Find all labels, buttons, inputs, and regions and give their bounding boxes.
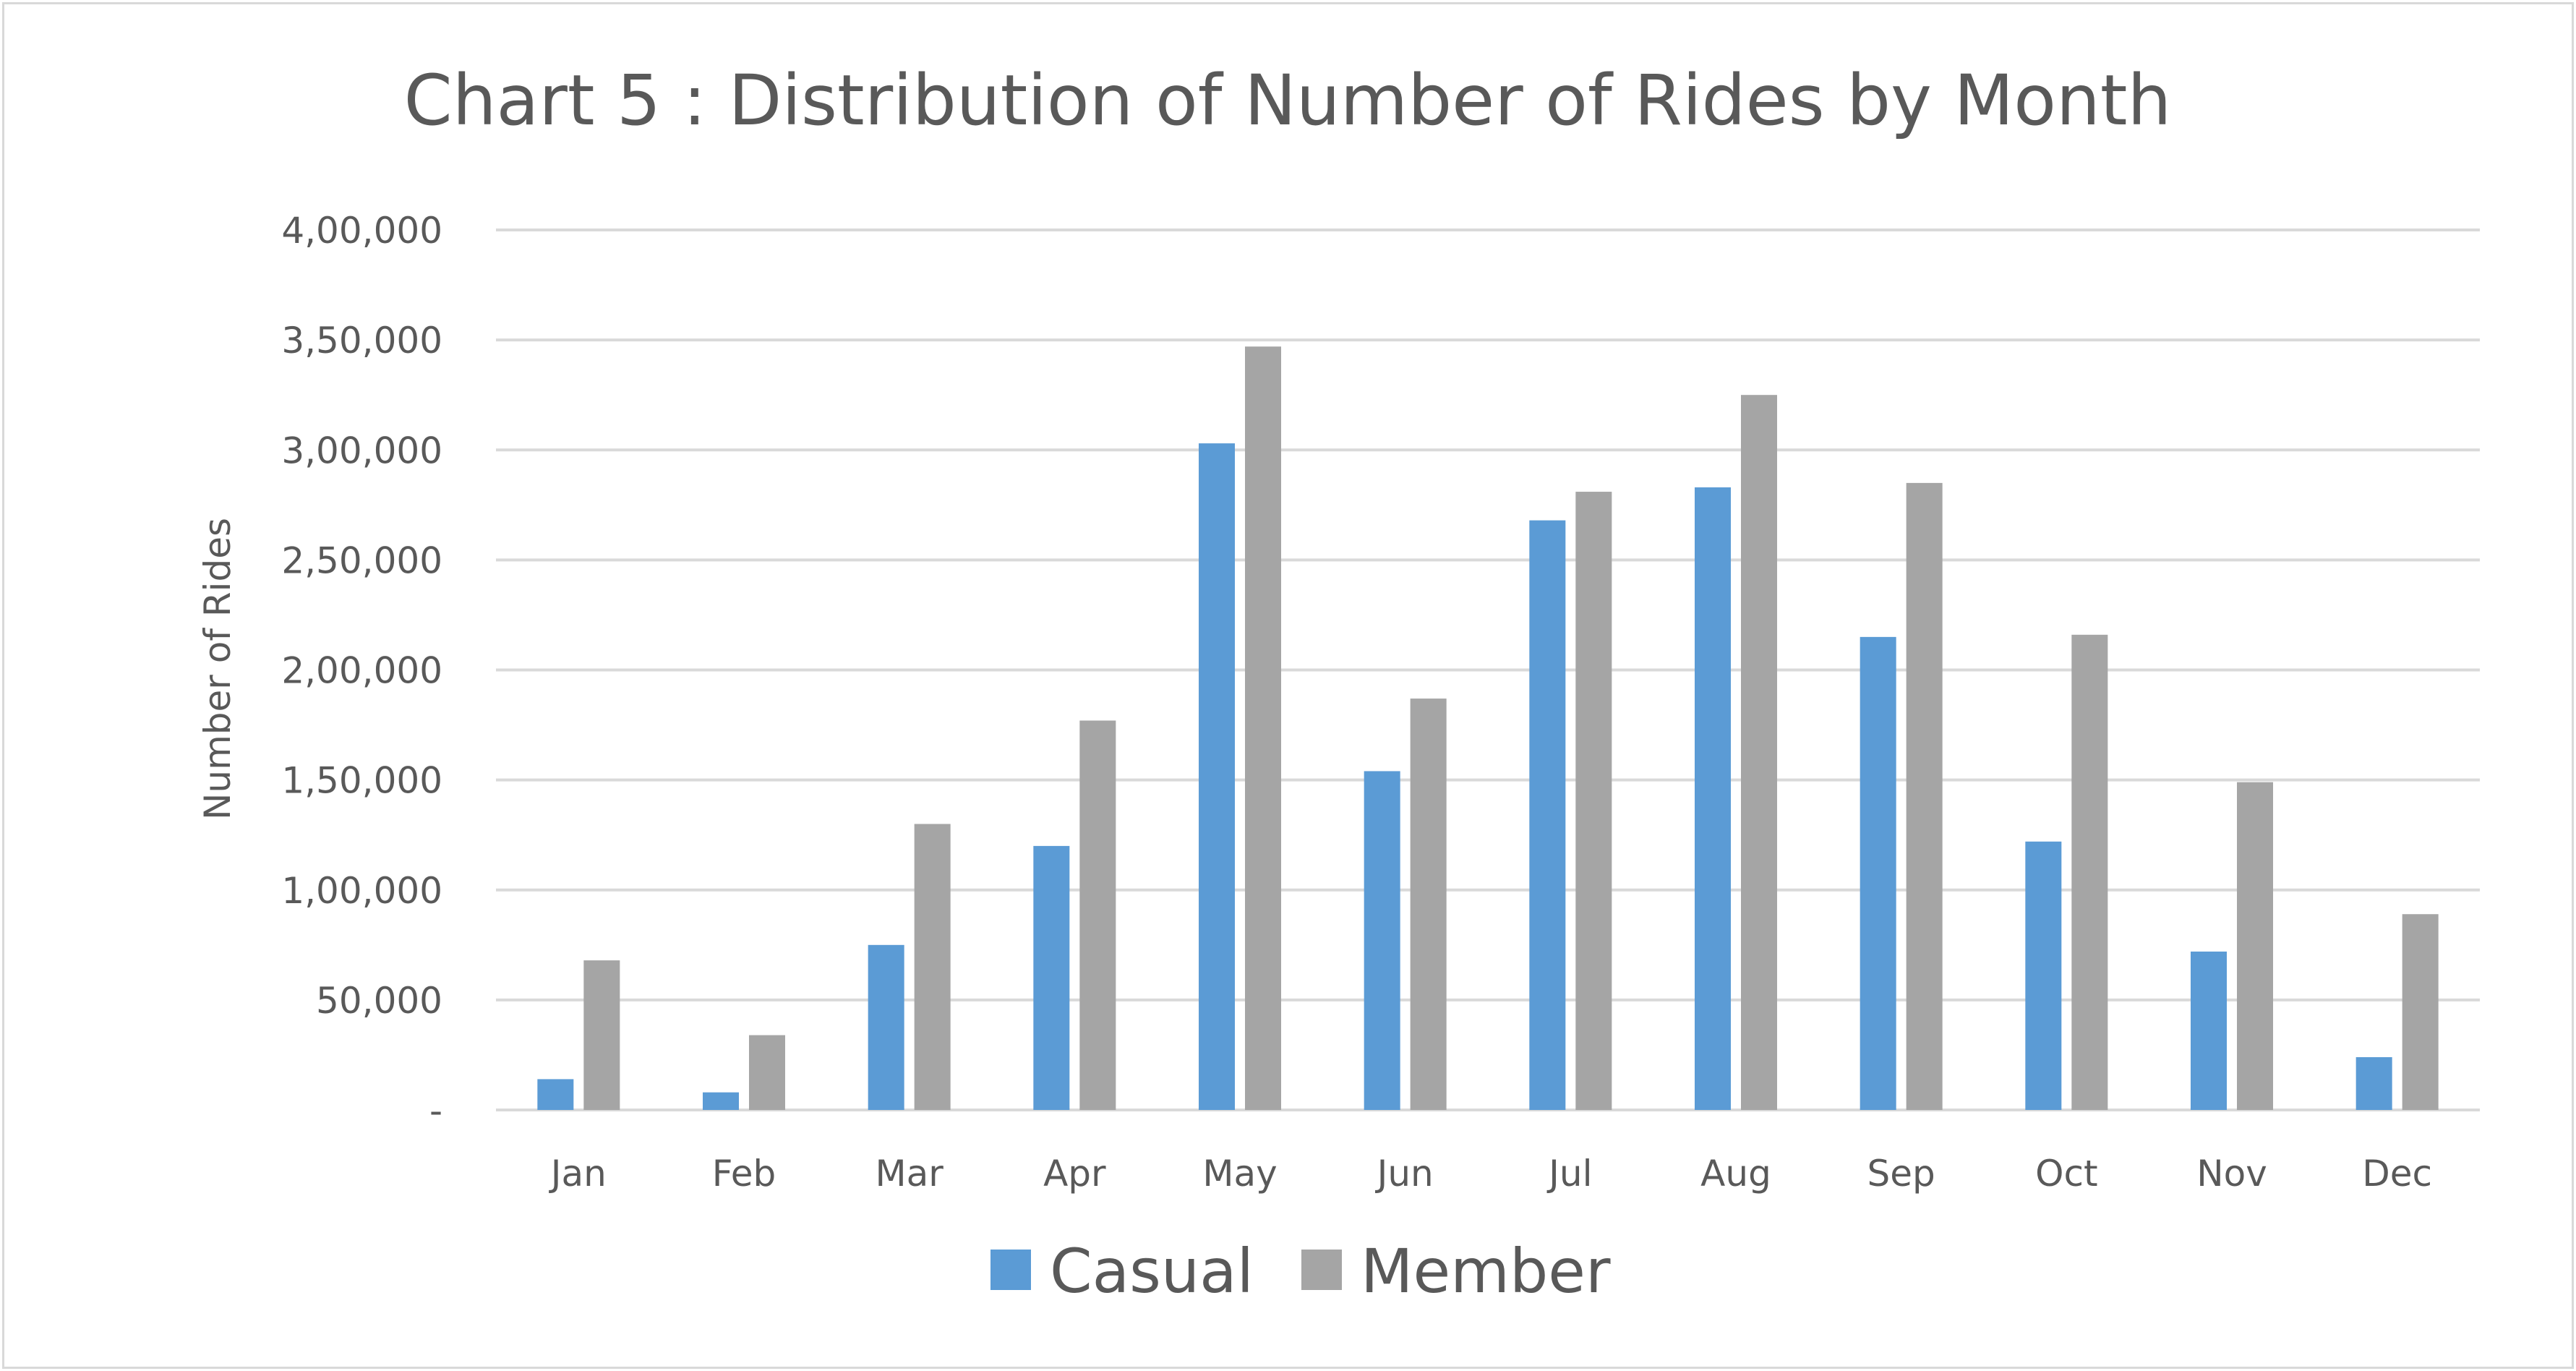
legend-swatch-member — [1301, 1250, 1342, 1290]
y-tick-label: 2,00,000 — [281, 650, 442, 692]
bar-casual-feb — [703, 1092, 739, 1110]
x-tick-label: May — [1202, 1153, 1277, 1195]
bar-casual-aug — [1695, 487, 1731, 1110]
bar-casual-dec — [2355, 1056, 2392, 1110]
bar-member-oct — [2071, 634, 2108, 1110]
y-tick-label: 3,50,000 — [281, 320, 442, 362]
bar-casual-may — [1199, 443, 1235, 1110]
y-tick-label: 50,000 — [316, 980, 442, 1022]
bar-member-feb — [749, 1035, 785, 1110]
legend-label-member: Member — [1361, 1236, 1611, 1307]
legend: Casual Member — [990, 1236, 1611, 1307]
x-tick-label: Dec — [2362, 1153, 2432, 1195]
x-tick-label: Jan — [549, 1153, 607, 1195]
bar-member-jul — [1575, 492, 1612, 1110]
legend-swatch-casual — [990, 1250, 1031, 1290]
y-tick-label: - — [429, 1090, 442, 1132]
y-tick-labels: - 50,000 1,00,000 1,50,000 2,00,000 2,50,000 3… — [281, 210, 442, 1132]
y-axis-label: Number of Rides — [197, 518, 239, 820]
bar-member-aug — [1741, 395, 1777, 1110]
x-tick-label: Aug — [1700, 1153, 1771, 1195]
bar-casual-nov — [2191, 951, 2227, 1110]
x-tick-label: Feb — [712, 1153, 776, 1195]
bar-member-sep — [1906, 482, 1943, 1110]
bar-casual-mar — [868, 944, 904, 1110]
legend-label-casual: Casual — [1050, 1236, 1254, 1307]
bar-member-apr — [1079, 720, 1116, 1110]
x-tick-label: Nov — [2196, 1153, 2267, 1195]
bar-casual-apr — [1033, 845, 1070, 1110]
bar-casual-oct — [2025, 841, 2062, 1110]
x-tick-labels: Jan Feb Mar Apr May Jun Jul Aug Sep Oct Nov Dec — [549, 1153, 2432, 1195]
bar-member-dec — [2402, 914, 2439, 1110]
y-tick-label: 4,00,000 — [281, 210, 442, 252]
y-tick-label: 1,50,000 — [281, 760, 442, 802]
x-tick-label: Sep — [1867, 1153, 1935, 1195]
x-tick-label: Jun — [1375, 1153, 1434, 1195]
chart-title: Chart 5 : Distribution of Number of Ride… — [404, 60, 2172, 141]
bar-member-mar — [914, 824, 951, 1110]
bar-casual-jun — [1364, 771, 1400, 1110]
x-tick-label: Apr — [1043, 1153, 1106, 1195]
y-tick-label: 2,50,000 — [281, 539, 442, 581]
x-tick-label: Jul — [1546, 1153, 1592, 1195]
bar-member-jan — [583, 960, 620, 1110]
x-tick-label: Mar — [875, 1153, 943, 1195]
bar-member-nov — [2237, 782, 2273, 1110]
gridlines — [496, 228, 2480, 1111]
bar-member-jun — [1410, 699, 1447, 1110]
x-tick-label: Oct — [2035, 1153, 2097, 1195]
y-tick-label: 1,00,000 — [281, 870, 442, 912]
bar-casual-sep — [1860, 636, 1896, 1110]
bar-casual-jul — [1529, 520, 1566, 1110]
bar-casual-jan — [537, 1079, 574, 1110]
bar-member-may — [1245, 346, 1281, 1111]
y-tick-label: 3,00,000 — [281, 430, 442, 471]
bars — [537, 346, 2439, 1111]
